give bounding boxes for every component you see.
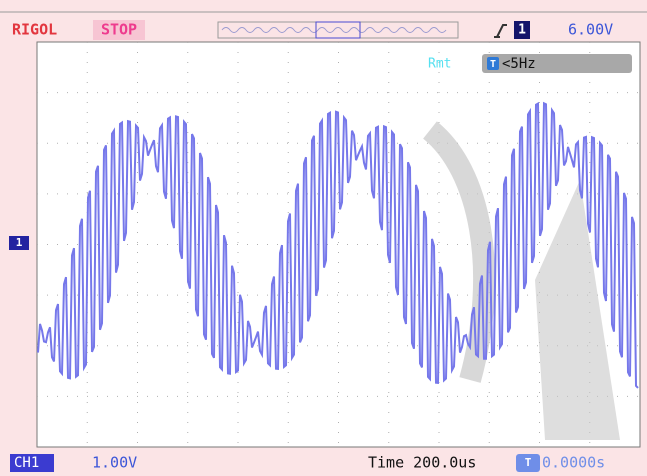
time-base: Time 200.0us — [368, 454, 476, 472]
frequency: <5Hz — [502, 56, 536, 72]
brand: RIGOL — [12, 21, 57, 39]
trigger-source: 1 — [518, 23, 526, 38]
channel-marker: 1 — [16, 236, 23, 249]
trigger-badge: T — [525, 456, 532, 469]
trigger-level: 6.00V — [568, 21, 613, 39]
page: {"header": {"brand": "RIGOL", "status": … — [0, 0, 647, 476]
channel: CH1 — [14, 455, 39, 471]
frequency-badge: T — [490, 59, 496, 70]
remote-indicator: Rmt — [428, 57, 451, 72]
run-status: STOP — [101, 21, 137, 39]
channel-scale: 1.00V — [92, 454, 137, 472]
oscilloscope-screen: RIGOL STOP T 1 6.00V Rmt T <5Hz 1 CH1 1.… — [0, 0, 647, 476]
trigger-offset: 0.0000s — [542, 454, 605, 472]
